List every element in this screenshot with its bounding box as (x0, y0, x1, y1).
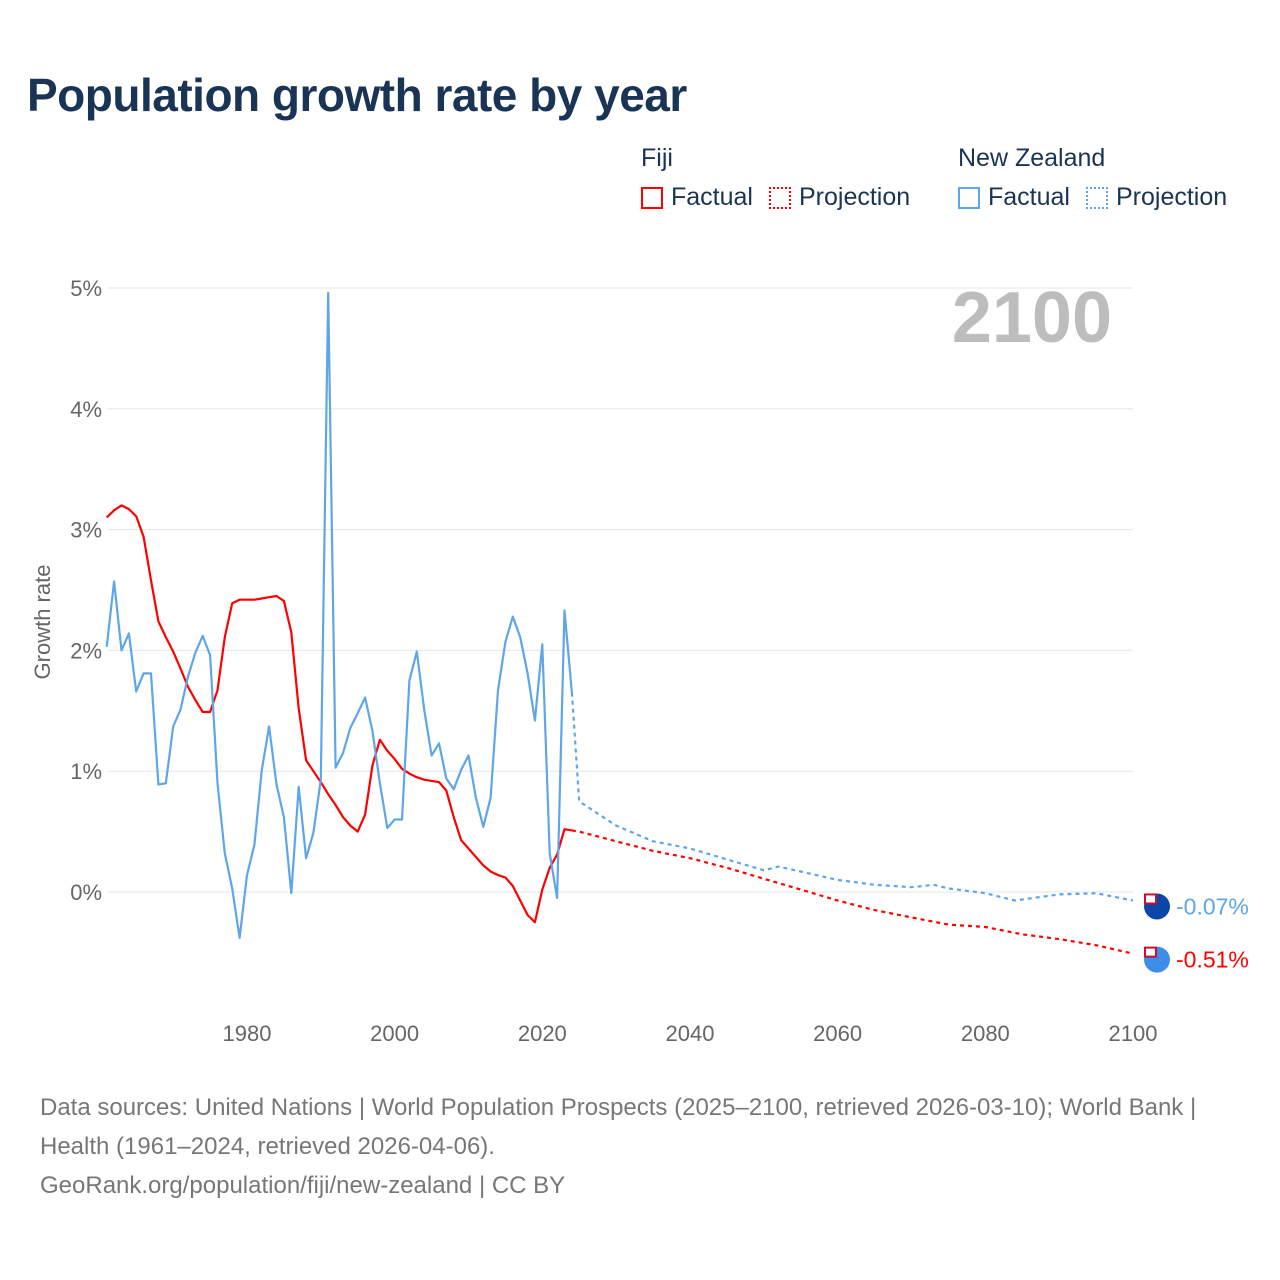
footer: Data sources: United Nations | World Pop… (40, 1088, 1240, 1205)
x-tick-label: 2100 (1109, 1021, 1158, 1046)
legend-swatch (641, 186, 663, 209)
data-sources: Data sources: United Nations | World Pop… (40, 1094, 1197, 1160)
end-value-label: -0.07% (1176, 893, 1249, 919)
end-value-label: -0.51% (1176, 947, 1249, 973)
y-tick-label: 3% (70, 518, 102, 543)
series-line-new-zealand-factual (105, 291, 573, 939)
series-line-fiji-projection (571, 829, 1134, 955)
legend-swatch (958, 186, 980, 209)
legend-heading: New Zealand (958, 144, 1106, 172)
x-tick-label: 2080 (961, 1021, 1010, 1046)
x-tick-label: 2020 (518, 1021, 567, 1046)
year-label: 2100 (952, 278, 1112, 358)
x-tick-label: 1980 (223, 1021, 272, 1046)
series-line-new-zealand-projection (570, 692, 1134, 902)
legend-heading: Fiji (641, 144, 673, 172)
legend-group-fiji: Fiji Factual Projection (641, 144, 910, 212)
legend-nz-projection[interactable]: Projection (1085, 183, 1228, 212)
source-link[interactable]: GeoRank.org/population/fiji/new-zealand … (40, 1172, 566, 1199)
legend-label: Factual (671, 183, 753, 211)
y-tick-label: 2% (70, 638, 102, 663)
flag-canton (1144, 946, 1157, 958)
y-tick-label: 1% (70, 759, 102, 784)
x-tick-label: 2060 (813, 1021, 862, 1046)
legend-nz-factual[interactable]: Factual (958, 183, 1070, 212)
legend-label: Projection (798, 183, 911, 211)
flag-canton (1144, 893, 1157, 905)
x-tick-label: 2040 (666, 1021, 715, 1046)
y-tick-label: 4% (70, 397, 102, 422)
series-line-fiji-factual (105, 504, 573, 924)
legend-swatch (768, 186, 791, 209)
legend-label: Projection (1115, 183, 1228, 211)
legend-swatch (1085, 186, 1108, 209)
chart-plot: 0% 1% 2% 3% 4% 5% 1980 2000 2020 2040 2060 2080 2100… (30, 276, 1249, 1046)
y-tick-label: 5% (70, 276, 102, 301)
legend-fiji-projection[interactable]: Projection (768, 183, 911, 212)
y-axis-label: Growth rate (30, 565, 55, 680)
chart-title: Population growth rate by year (27, 69, 687, 121)
legend-group-new-zealand: New Zealand Factual Projection (958, 144, 1227, 212)
x-tick-label: 2000 (370, 1021, 419, 1046)
legend-label: Factual (988, 183, 1070, 211)
y-tick-label: 0% (70, 880, 102, 905)
legend-fiji-factual[interactable]: Factual (641, 183, 753, 212)
